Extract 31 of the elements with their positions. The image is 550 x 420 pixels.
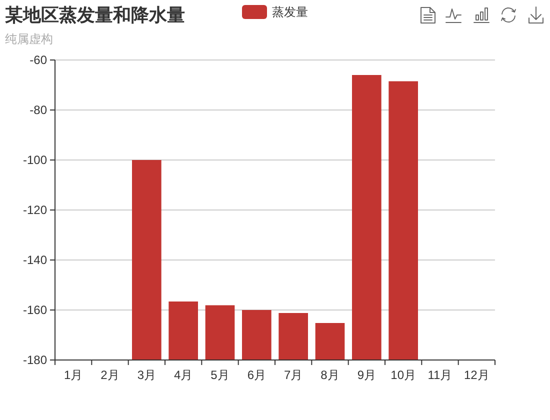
bar: [168, 302, 198, 360]
x-tick-label: 11月: [428, 368, 452, 382]
x-tick-label: 9月: [357, 368, 376, 382]
x-tick-label: 1月: [64, 368, 83, 382]
y-tick-label: -80: [30, 103, 48, 117]
y-tick-label: -180: [22, 353, 48, 367]
x-tick-label: 4月: [174, 368, 193, 382]
x-tick-label: 8月: [320, 368, 340, 382]
x-tick-label: 6月: [247, 368, 266, 382]
x-tick-label: 10月: [390, 368, 416, 382]
x-tick-label: 12月: [464, 368, 490, 382]
y-tick-label: -160: [22, 303, 48, 317]
y-tick-label: -100: [22, 153, 48, 167]
bar: [315, 323, 345, 360]
x-tick-label: 3月: [137, 368, 156, 382]
chart-title: 某地区蒸发量和降水量: [4, 5, 185, 25]
bar: [388, 81, 418, 360]
y-tick-label: -120: [22, 203, 48, 217]
legend: 蒸发量: [242, 5, 308, 19]
x-tick-label: 2月: [100, 368, 120, 382]
y-tick-label: -60: [30, 53, 48, 67]
bar: [352, 75, 382, 360]
legend-label: 蒸发量: [272, 5, 308, 19]
x-tick-label: 5月: [210, 368, 230, 382]
x-tick-label: 7月: [284, 368, 303, 382]
chart-subtitle: 纯属虚构: [5, 32, 53, 46]
bar: [132, 160, 162, 360]
bar: [242, 310, 272, 360]
y-tick-label: -140: [22, 253, 48, 267]
bar: [205, 305, 235, 360]
bar: [278, 313, 308, 360]
